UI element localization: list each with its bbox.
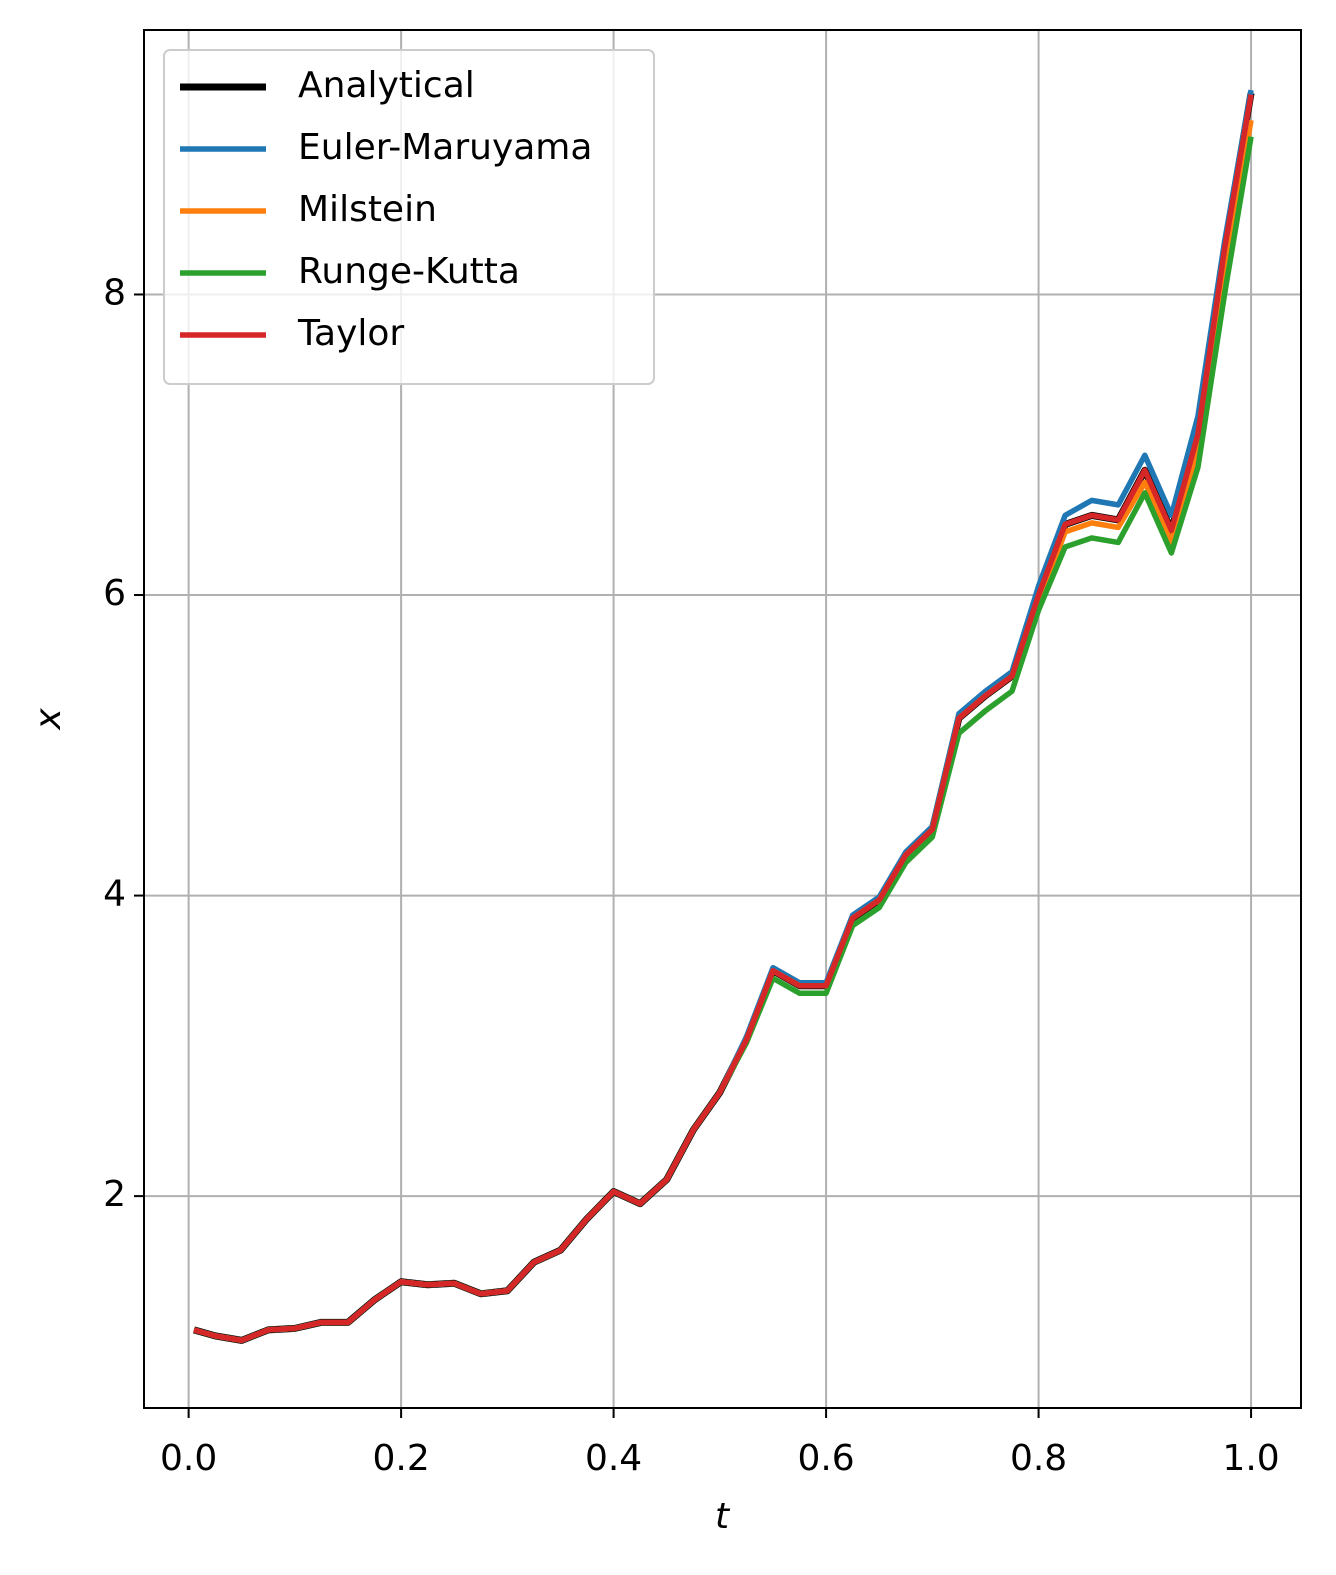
x-tick-label: 1.0 xyxy=(1222,1438,1279,1479)
legend-label: Taylor xyxy=(297,313,404,354)
x-tick-label: 0.6 xyxy=(797,1438,854,1479)
x-tick-label: 0.0 xyxy=(160,1438,217,1479)
x-tick-label: 0.8 xyxy=(1010,1438,1067,1479)
legend-box xyxy=(163,49,655,385)
legend-label: Euler-Maruyama xyxy=(298,127,592,168)
x-tick-label: 0.2 xyxy=(372,1438,429,1479)
x-axis-label: t xyxy=(715,1496,731,1537)
y-tick-label: 6 xyxy=(103,573,126,614)
y-tick-label: 8 xyxy=(103,272,126,313)
x-tick-label: 0.4 xyxy=(585,1438,642,1479)
plot-frame xyxy=(143,29,1302,1409)
series-line xyxy=(193,94,1254,1344)
legend-label: Runge-Kutta xyxy=(298,251,520,292)
y-tick-label: 4 xyxy=(103,874,126,915)
legend-label: Milstein xyxy=(298,189,437,230)
legend-label: Analytical xyxy=(298,65,475,106)
y-tick-label: 2 xyxy=(103,1174,126,1215)
y-axis-label: x xyxy=(28,708,69,731)
